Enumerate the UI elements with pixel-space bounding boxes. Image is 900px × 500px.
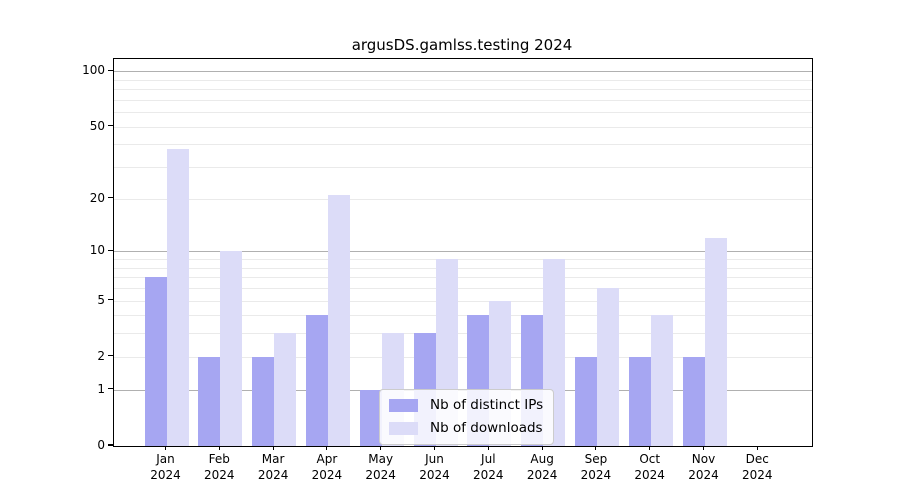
gridline-10 (114, 251, 812, 253)
chart-title: argusDS.gamlss.testing 2024 (351, 36, 573, 54)
y-tick-label-20: 20 (89, 190, 105, 205)
bar-oct-distinct-ips (628, 356, 651, 446)
gridline-60 (114, 112, 812, 114)
plot-area: Nb of distinct IPs Nb of downloads (113, 58, 813, 447)
bar-sep-distinct-ips (574, 356, 597, 446)
gridline-5 (114, 300, 812, 302)
y-tickmark-1 (108, 388, 113, 390)
legend-entry-distinct-ips: Nb of distinct IPs (389, 397, 543, 413)
x-tickmark-mar (272, 446, 274, 450)
gridline-6 (114, 288, 812, 289)
x-tick-label-jul: Jul 2024 (473, 452, 504, 482)
legend-label-downloads: Nb of downloads (430, 420, 543, 436)
x-tickmark-jul (487, 446, 489, 450)
x-tickmark-dec (756, 446, 758, 450)
x-tick-label-aug: Aug 2024 (526, 452, 558, 482)
legend-swatch-distinct-ips (389, 398, 418, 412)
gridline-100 (114, 71, 812, 73)
bar-jan-distinct-ips (144, 277, 167, 446)
y-tickmark-20 (108, 197, 113, 199)
x-tick-label-dec: Dec 2024 (742, 452, 773, 482)
gridline-3 (114, 333, 812, 335)
gridline-20 (114, 198, 812, 200)
legend-entry-downloads: Nb of downloads (389, 420, 543, 436)
gridline-4 (114, 315, 812, 317)
gridline-90 (114, 79, 812, 81)
y-tickmark-5 (108, 298, 113, 301)
y-tick-label-50: 50 (89, 118, 105, 133)
x-tick-label-feb: Feb 2024 (204, 452, 235, 482)
x-tick-label-mar: Mar 2024 (257, 452, 289, 482)
y-tickmark-10 (108, 249, 113, 251)
gridline-30 (114, 167, 812, 169)
bar-nov-downloads (704, 237, 727, 446)
gridline-7 (114, 277, 812, 279)
bar-may-distinct-ips (359, 389, 382, 446)
bar-mar-distinct-ips (252, 356, 275, 446)
x-tickmark-nov (702, 446, 705, 450)
gridline-8 (114, 267, 812, 269)
x-tickmark-aug (541, 446, 543, 450)
gridline-40 (114, 144, 812, 146)
gridline-2 (114, 356, 812, 358)
bar-apr-distinct-ips (305, 315, 328, 446)
bar-feb-distinct-ips (198, 356, 221, 446)
x-tick-label-jan: Jan 2024 (150, 452, 181, 482)
gridline-9 (114, 259, 812, 260)
x-tickmark-feb (218, 446, 220, 450)
y-tickmark-50 (108, 125, 113, 127)
x-tick-label-may: May 2024 (365, 452, 396, 482)
legend-label-distinct-ips: Nb of distinct IPs (430, 397, 544, 413)
bar-feb-downloads (220, 251, 243, 446)
bar-jan-downloads (166, 148, 189, 446)
gridline-80 (114, 89, 812, 91)
x-tick-label-sep: Sep 2024 (580, 452, 612, 482)
x-tickmark-jun (433, 446, 436, 450)
x-tick-label-oct: Oct 2024 (634, 452, 665, 482)
legend-swatch-downloads (389, 421, 418, 435)
bar-apr-downloads (327, 195, 350, 446)
y-tick-label-10: 10 (89, 243, 105, 258)
x-tickmark-jan (164, 446, 167, 450)
y-tickmark-100 (108, 69, 113, 71)
x-tickmark-apr (326, 446, 328, 450)
x-tick-label-jun: Jun 2024 (419, 452, 450, 482)
legend: Nb of distinct IPs Nb of downloads (379, 389, 555, 445)
gridline-70 (114, 99, 812, 101)
y-tick-label-100: 100 (82, 63, 105, 78)
x-tickmark-sep (595, 446, 597, 450)
x-tickmark-oct (649, 446, 651, 450)
y-tick-label-0: 0 (97, 438, 105, 452)
y-tickmark-2 (108, 355, 113, 357)
y-tick-label-1: 1 (97, 381, 105, 396)
x-tick-label-apr: Apr 2024 (311, 452, 343, 482)
bar-sep-downloads (596, 288, 619, 446)
x-tick-label-nov: Nov 2024 (688, 452, 719, 482)
y-tick-label-5: 5 (97, 292, 105, 307)
bar-mar-downloads (274, 333, 297, 446)
bar-oct-downloads (650, 315, 673, 446)
y-tickmark-0 (108, 444, 113, 446)
gridline-50 (114, 126, 812, 128)
y-tick-label-2: 2 (97, 348, 105, 363)
x-tickmark-may (380, 446, 382, 450)
bar-nov-distinct-ips (682, 356, 705, 446)
